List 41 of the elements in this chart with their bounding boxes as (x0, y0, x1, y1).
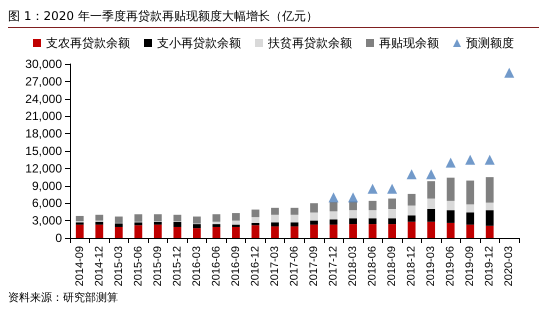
x-tick-label: 2019-06 (444, 246, 457, 286)
legend-label: 扶贫再贷款余额 (267, 36, 352, 50)
x-tick-label: 2017-09 (308, 246, 320, 286)
x-tick-label: 2019-09 (464, 246, 476, 286)
x-tick-label: 2018-09 (386, 246, 398, 286)
y-tick-label: 21,000 (25, 109, 62, 124)
y-tick-label: 30,000 (25, 57, 62, 71)
x-tick-label: 2016-03 (190, 246, 203, 286)
y-tick-label: 0 (55, 231, 62, 245)
x-tick-label: 2014-12 (93, 246, 106, 286)
y-tick-label: 27,000 (25, 74, 62, 88)
y-tick-label: 6,000 (32, 196, 62, 210)
x-tick-label: 2017-12 (328, 246, 340, 286)
x-tick-label: 2020-03 (503, 246, 516, 286)
x-tick-label: 2018-03 (347, 246, 360, 286)
legend-label: 再贴现余额 (379, 36, 439, 50)
chart-title: 图 1：2020 年一季度再贷款再贴现额度大幅增长（亿元） (8, 8, 539, 28)
x-tick-label: 2016-06 (210, 246, 222, 286)
x-tick-label: 2018-06 (366, 246, 379, 286)
y-tick-label: 12,000 (25, 161, 62, 176)
x-tick-label: 2019-03 (425, 246, 438, 286)
y-tick-label: 15,000 (25, 144, 62, 158)
y-tick-label: 3,000 (32, 214, 62, 228)
x-tick-label: 2019-12 (484, 246, 496, 286)
y-tick-label: 24,000 (25, 92, 62, 106)
x-tick-label: 2016-09 (230, 246, 242, 286)
y-tick-label: 9,000 (32, 178, 62, 193)
x-tick-label: 2015-03 (112, 246, 125, 286)
x-tick-label: 2015-12 (171, 246, 184, 286)
x-tick-label: 2017-03 (268, 246, 281, 286)
text: 资料来源：研究部测算 (8, 290, 119, 305)
x-tick-label: 2018-12 (406, 246, 418, 286)
x-tick-label: 2015-06 (132, 246, 144, 286)
x-tick-label: 2014-09 (74, 246, 86, 286)
legend-label: 支小再贷款余额 (157, 36, 241, 50)
x-tick-label: 2015-09 (152, 246, 164, 286)
y-tick-label: 18,000 (25, 126, 62, 141)
x-tick-label: 2017-06 (288, 246, 300, 286)
legend-label: 预测额度 (466, 36, 514, 50)
legend-label: 支农再贷款余额 (46, 36, 130, 50)
x-tick-label: 2016-12 (249, 246, 262, 286)
